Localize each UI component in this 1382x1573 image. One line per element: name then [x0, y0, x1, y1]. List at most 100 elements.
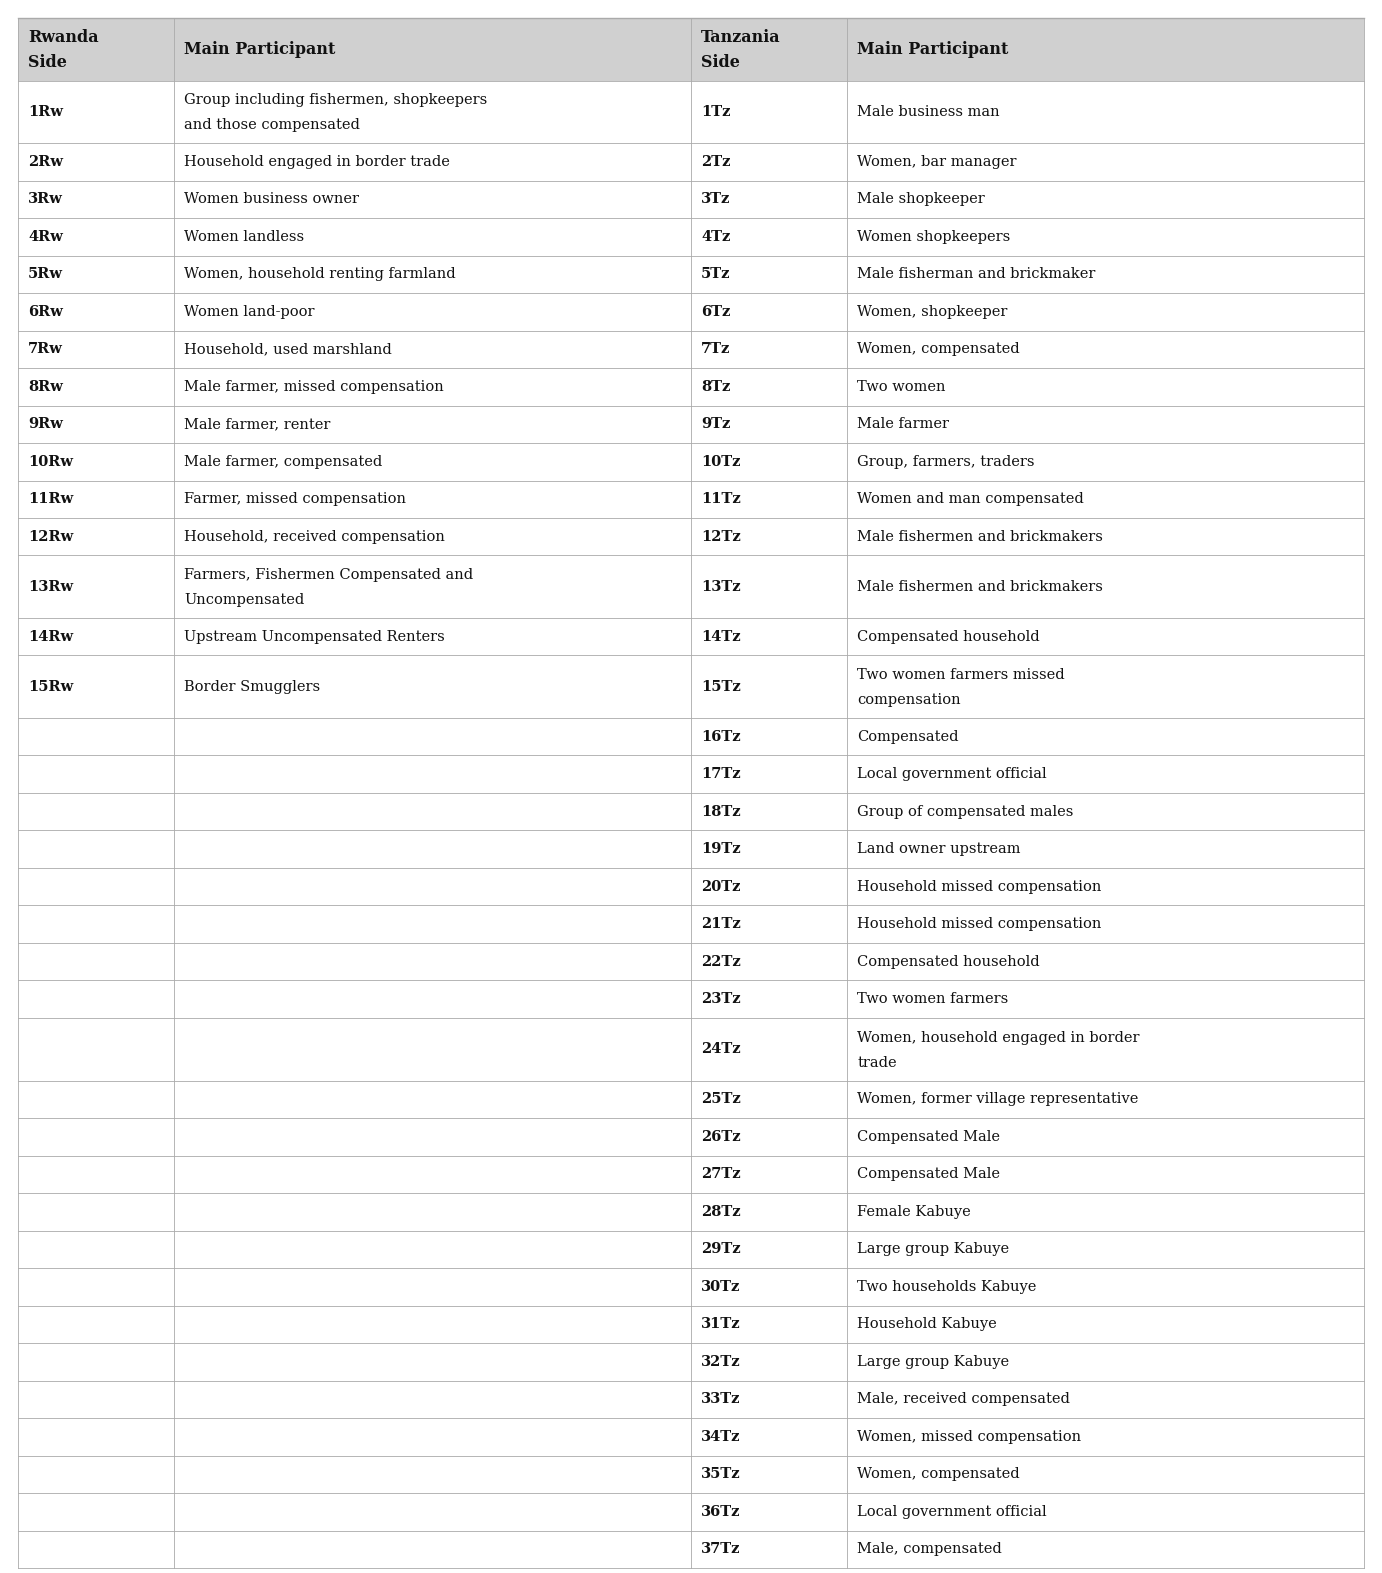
- Bar: [847, 406, 1364, 444]
- Text: 26Tz: 26Tz: [701, 1129, 741, 1144]
- Bar: [691, 1493, 847, 1531]
- Bar: [18, 480, 174, 518]
- Text: 30Tz: 30Tz: [701, 1280, 741, 1293]
- Bar: [174, 831, 691, 868]
- Text: 34Tz: 34Tz: [701, 1430, 741, 1444]
- Text: Two households Kabuye: Two households Kabuye: [857, 1280, 1036, 1293]
- Text: Compensated Male: Compensated Male: [857, 1167, 1001, 1181]
- Bar: [174, 368, 691, 406]
- Bar: [691, 80, 847, 143]
- Bar: [174, 980, 691, 1018]
- Text: Large group Kabuye: Large group Kabuye: [857, 1243, 1010, 1257]
- Bar: [691, 1081, 847, 1118]
- Bar: [847, 1018, 1364, 1081]
- Text: Compensated household: Compensated household: [857, 955, 1041, 969]
- Bar: [174, 1118, 691, 1156]
- Text: Farmer, missed compensation: Farmer, missed compensation: [184, 492, 406, 507]
- Text: 2Tz: 2Tz: [701, 154, 731, 168]
- Text: 3Rw: 3Rw: [28, 192, 62, 206]
- Text: Household, used marshland: Household, used marshland: [184, 343, 392, 355]
- Bar: [18, 255, 174, 293]
- Bar: [18, 368, 174, 406]
- Bar: [691, 942, 847, 980]
- Bar: [174, 1192, 691, 1230]
- Bar: [691, 717, 847, 755]
- Bar: [174, 330, 691, 368]
- Bar: [18, 755, 174, 793]
- Bar: [18, 518, 174, 555]
- Bar: [847, 518, 1364, 555]
- Bar: [691, 1018, 847, 1081]
- Bar: [18, 1268, 174, 1306]
- Bar: [174, 518, 691, 555]
- Bar: [174, 1493, 691, 1531]
- Text: 10Tz: 10Tz: [701, 455, 741, 469]
- Bar: [174, 1018, 691, 1081]
- Bar: [174, 444, 691, 480]
- Bar: [18, 1343, 174, 1381]
- Bar: [174, 1156, 691, 1192]
- Text: Local government official: Local government official: [857, 768, 1048, 782]
- Bar: [847, 219, 1364, 255]
- Bar: [174, 1268, 691, 1306]
- Text: 7Tz: 7Tz: [701, 343, 730, 355]
- Bar: [18, 80, 174, 143]
- Text: Women, compensated: Women, compensated: [857, 1468, 1020, 1482]
- Bar: [847, 717, 1364, 755]
- Bar: [18, 219, 174, 255]
- Bar: [691, 255, 847, 293]
- Text: 12Rw: 12Rw: [28, 530, 73, 544]
- Bar: [691, 1230, 847, 1268]
- Text: Side: Side: [701, 55, 739, 71]
- Bar: [18, 618, 174, 656]
- Bar: [691, 143, 847, 181]
- Text: 28Tz: 28Tz: [701, 1205, 741, 1219]
- Bar: [18, 980, 174, 1018]
- Bar: [18, 1230, 174, 1268]
- Text: Uncompensated: Uncompensated: [184, 593, 304, 607]
- Bar: [18, 717, 174, 755]
- Text: Male farmer, compensated: Male farmer, compensated: [184, 455, 383, 469]
- Text: 31Tz: 31Tz: [701, 1317, 741, 1331]
- Text: trade: trade: [857, 1055, 897, 1070]
- Bar: [691, 906, 847, 942]
- Text: 6Tz: 6Tz: [701, 305, 730, 319]
- Text: 1Rw: 1Rw: [28, 105, 64, 118]
- Bar: [174, 1417, 691, 1455]
- Bar: [691, 17, 847, 80]
- Bar: [847, 181, 1364, 219]
- Bar: [18, 793, 174, 831]
- Bar: [691, 555, 847, 618]
- Bar: [174, 17, 691, 80]
- Bar: [18, 1018, 174, 1081]
- Bar: [691, 518, 847, 555]
- Bar: [691, 181, 847, 219]
- Text: Women, household engaged in border: Women, household engaged in border: [857, 1030, 1140, 1044]
- Text: Male fishermen and brickmakers: Male fishermen and brickmakers: [857, 530, 1103, 544]
- Bar: [174, 1343, 691, 1381]
- Bar: [847, 1493, 1364, 1531]
- Bar: [18, 656, 174, 717]
- Bar: [18, 181, 174, 219]
- Bar: [847, 555, 1364, 618]
- Text: 10Rw: 10Rw: [28, 455, 73, 469]
- Bar: [691, 793, 847, 831]
- Bar: [174, 555, 691, 618]
- Text: Women, former village representative: Women, former village representative: [857, 1092, 1139, 1106]
- Text: Household, received compensation: Household, received compensation: [184, 530, 445, 544]
- Text: 24Tz: 24Tz: [701, 1043, 741, 1055]
- Bar: [18, 1118, 174, 1156]
- Bar: [174, 181, 691, 219]
- Bar: [174, 293, 691, 330]
- Bar: [847, 1531, 1364, 1568]
- Bar: [847, 1118, 1364, 1156]
- Bar: [18, 1531, 174, 1568]
- Text: Male farmer: Male farmer: [857, 417, 949, 431]
- Bar: [18, 406, 174, 444]
- Text: Women, missed compensation: Women, missed compensation: [857, 1430, 1082, 1444]
- Bar: [18, 1156, 174, 1192]
- Text: 14Tz: 14Tz: [701, 629, 741, 643]
- Bar: [18, 1192, 174, 1230]
- Text: 1Tz: 1Tz: [701, 105, 731, 118]
- Bar: [847, 1455, 1364, 1493]
